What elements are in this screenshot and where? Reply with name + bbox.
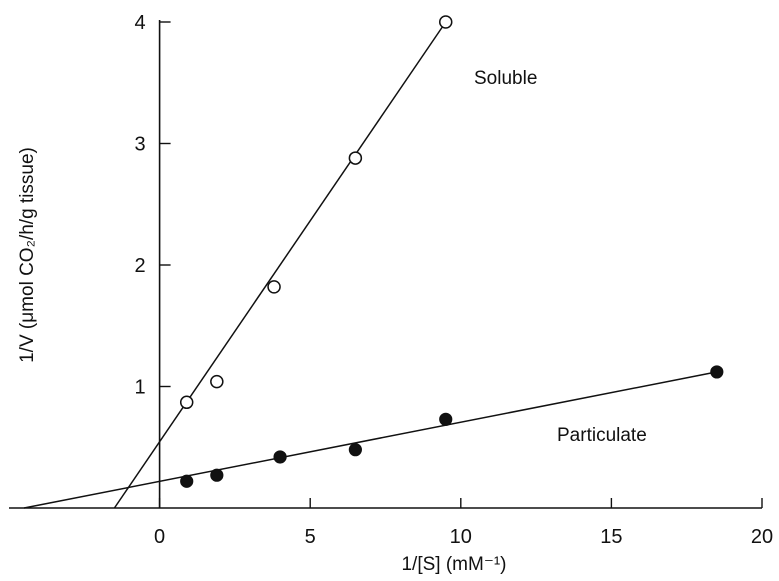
y-axis-title: 1/V (μmol CO₂/h/g tissue)	[17, 147, 38, 363]
data-point-particulate	[180, 474, 194, 488]
axes	[9, 20, 762, 509]
y-tick-label: 3	[134, 134, 145, 156]
data-points	[179, 15, 724, 488]
series-label-particulate: Particulate	[557, 425, 647, 446]
ticks: 0 5 10 15 20 1 2 3 4	[134, 12, 773, 548]
y-tick-label: 2	[134, 255, 145, 277]
fit-lines	[23, 21, 717, 509]
data-point-particulate	[710, 365, 724, 379]
data-point-particulate	[348, 443, 362, 457]
data-point-soluble	[438, 15, 453, 29]
y-tick-label: 1	[134, 377, 145, 399]
x-tick-label: 5	[305, 526, 316, 548]
data-point-particulate	[273, 450, 287, 464]
x-tick-label: 15	[600, 526, 622, 548]
x-tick-label: 0	[154, 526, 165, 548]
data-point-soluble	[179, 395, 194, 410]
data-point-soluble	[210, 374, 224, 389]
data-point-soluble	[267, 280, 281, 294]
series-label-soluble: Soluble	[474, 68, 537, 89]
fit-line-particulate	[23, 371, 717, 509]
fit-line-soluble	[113, 21, 447, 509]
y-tick-label: 4	[134, 12, 145, 34]
data-point-particulate	[439, 412, 453, 426]
x-tick-label: 20	[751, 526, 773, 548]
data-point-particulate	[210, 468, 224, 482]
x-axis-title: 1/[S] (mM⁻¹)	[401, 554, 506, 575]
x-tick-label: 10	[450, 526, 472, 548]
data-point-soluble	[348, 151, 363, 165]
